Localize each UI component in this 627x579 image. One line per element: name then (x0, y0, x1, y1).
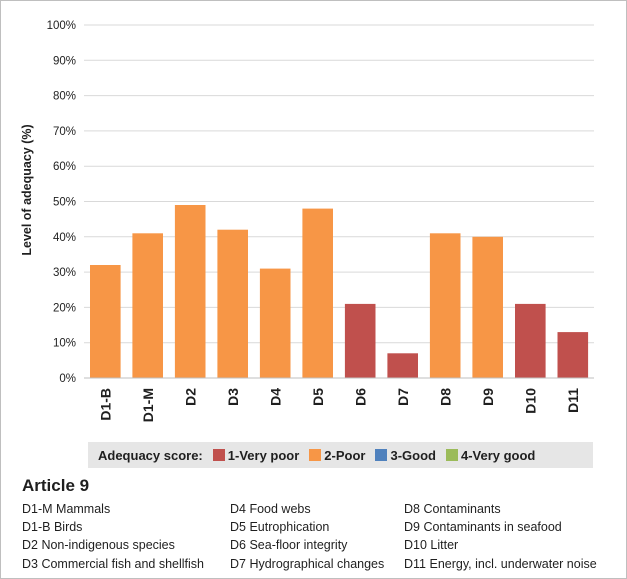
x-tick-label: D9 (480, 388, 496, 406)
y-tick-label: 10% (53, 338, 76, 350)
y-tick-label: 100% (47, 20, 76, 32)
descriptor-key-item: D11 Energy, incl. underwater noise (404, 556, 597, 571)
descriptor-key-item: D2 Non-indigenous species (22, 538, 175, 553)
descriptor-key-item: D5 Eutrophication (230, 520, 330, 535)
legend-title: Adequacy score: (98, 447, 203, 463)
descriptor-key-item: D1-B Birds (22, 520, 83, 535)
y-tick-label: 80% (53, 91, 76, 103)
bar-d9 (472, 236, 503, 378)
descriptor-key-item: D4 Food webs (230, 502, 311, 516)
bar-d8 (429, 233, 461, 378)
legend-label-very-good: 4-Very good (460, 447, 536, 463)
x-tick-label: D7 (395, 388, 411, 406)
bar-d4 (259, 268, 291, 378)
legend-swatch-good (375, 449, 388, 461)
bar-d2 (174, 205, 206, 378)
y-tick-label: 90% (53, 55, 76, 67)
bar-d3 (217, 229, 248, 378)
bar-d1-m (132, 233, 163, 378)
legend-item-poor: 2-Poor (309, 448, 365, 463)
legend-label-poor: 2-Poor (324, 447, 366, 463)
bars (90, 205, 589, 378)
y-tick-label: 0% (59, 373, 76, 385)
bar-d11 (557, 332, 589, 378)
descriptor-key-column-3: D8 Contaminants D9 Contaminants in seafo… (404, 500, 597, 573)
y-axis-ticks: 0% 10% 20% 30% 40% 50% 60% 70% 80% 90% 100% (47, 20, 76, 385)
y-tick-label: 60% (53, 161, 76, 173)
bar-d7 (387, 353, 418, 378)
x-tick-label: D11 (565, 388, 581, 413)
legend-swatch-very-poor (212, 449, 225, 461)
y-tick-label: 30% (53, 267, 76, 279)
x-tick-label: D6 (352, 388, 368, 406)
x-tick-label: D3 (225, 388, 241, 406)
legend-label-good: 3-Good (390, 447, 436, 463)
legend-swatch-poor (309, 449, 322, 461)
x-tick-label: D4 (267, 388, 283, 406)
y-tick-label: 40% (53, 232, 76, 244)
bar-chart: 0%10%20%30%40%50%60%70%80%90%100% D1-B D1… (20, 20, 594, 422)
x-tick-label: D8 (437, 388, 453, 406)
descriptor-key-item: D6 Sea-floor integrity (230, 538, 348, 553)
legend-item-very-poor: 1-Very poor (212, 447, 300, 463)
y-axis-label: Level of adequacy (%) (20, 124, 34, 255)
descriptor-key-item: D3 Commercial fish and shellfish (22, 556, 205, 571)
bar-d1-b (90, 265, 121, 378)
bar-d10 (515, 303, 546, 378)
x-tick-label: D2 (182, 388, 198, 406)
x-tick-label: D1-M (140, 388, 156, 422)
legend-item-very-good: 4-Very good (445, 447, 536, 463)
descriptor-key-column-2: D4 Food webs D5 Eutrophication D6 Sea-fl… (230, 500, 384, 573)
descriptor-key-column-1: D1-M Mammals D1-B Birds D2 Non-indigenou… (22, 500, 204, 573)
bar-d6 (344, 303, 376, 378)
descriptor-key-item: D10 Litter (404, 538, 459, 553)
bar-d5 (302, 208, 333, 378)
y-tick-label: 50% (53, 197, 76, 209)
legend-label-very-poor: 1-Very poor (227, 447, 300, 463)
x-tick-label: D5 (310, 388, 326, 406)
legend: Adequacy score: 1-Very poor 2-Poor 3-Goo… (88, 442, 593, 468)
descriptor-key-item: D9 Contaminants in seafood (404, 520, 562, 535)
x-tick-label: D1-B (97, 388, 113, 421)
x-tick-label: D10 (522, 388, 538, 414)
article-title: Article 9 (22, 476, 90, 495)
gridlines (84, 24, 594, 344)
y-tick-label: 70% (53, 126, 76, 138)
x-axis-ticks: D1-B D1-M D2 D3 D4 D5 D6 D7 D8 D9 D10 D11 (97, 388, 581, 422)
descriptor-key-item: D1-M Mammals (22, 502, 111, 516)
legend-item-good: 3-Good (375, 448, 436, 463)
descriptor-key-item: D8 Contaminants (404, 502, 501, 516)
descriptor-key-item: D7 Hydrographical changes (230, 556, 385, 571)
legend-swatch-very-good (445, 449, 458, 461)
y-tick-label: 20% (53, 302, 76, 314)
